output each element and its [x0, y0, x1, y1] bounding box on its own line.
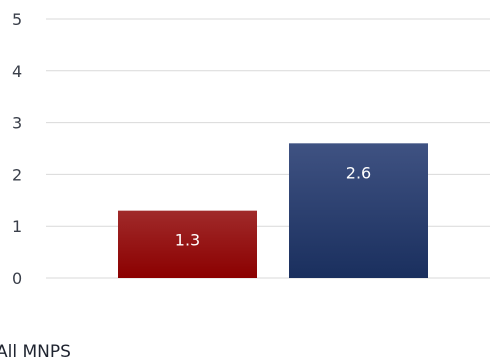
y-tick-label: 5	[12, 10, 22, 29]
category-label: All MNPS	[0, 342, 71, 362]
bar-series-1	[118, 210, 257, 278]
bar-series-2	[289, 143, 428, 278]
y-tick-label: 3	[12, 114, 22, 133]
data-label-series-1: 1.3	[175, 231, 200, 250]
data-labels: 1.3 2.6	[175, 163, 371, 249]
y-tick-label: 0	[12, 269, 22, 288]
y-tick-label: 2	[12, 165, 22, 184]
y-axis-ticks: 0 1 2 3 4 5	[12, 10, 22, 288]
y-tick-label: 1	[12, 217, 22, 236]
bars	[118, 143, 428, 278]
data-label-series-2: 2.6	[346, 163, 371, 182]
y-tick-label: 4	[12, 62, 22, 81]
